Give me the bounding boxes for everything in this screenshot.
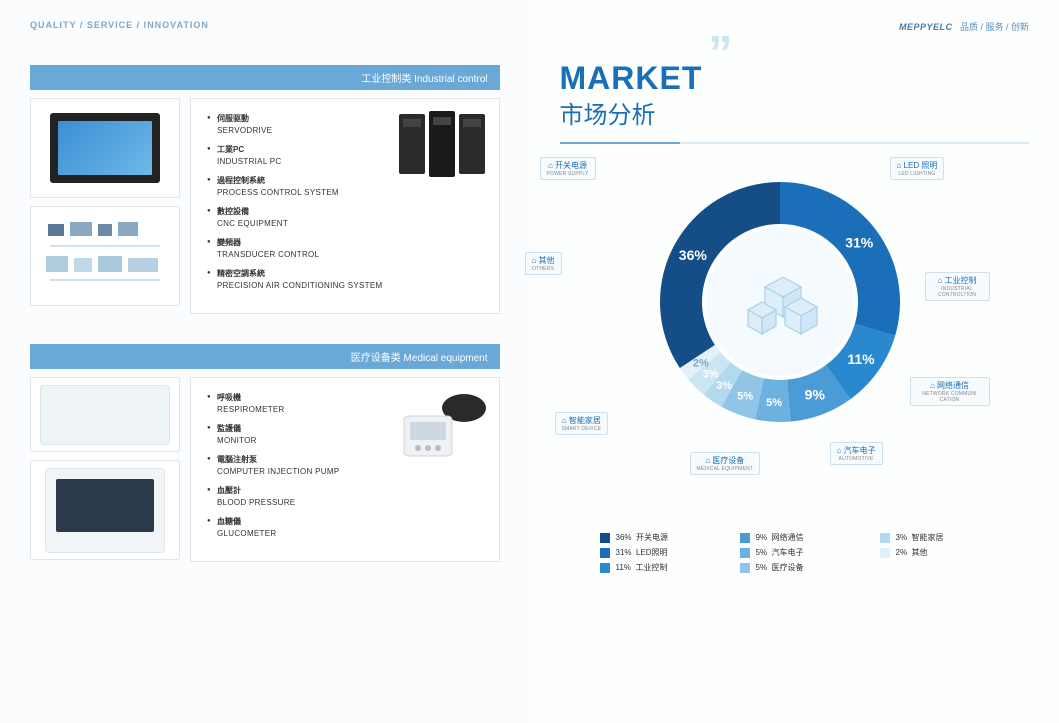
industrial-img-2 <box>30 206 180 306</box>
bullet-item: 電腦注射泵COMPUTER INJECTION PUMP <box>207 454 483 478</box>
segment-label: ⌂ LED 照明LED LIGHTING <box>890 157 945 180</box>
legend-item: 5% 汽车电子 <box>740 547 850 558</box>
segment-label: ⌂ 其他OTHERS <box>525 252 562 275</box>
svg-text:11%: 11% <box>847 351 875 367</box>
bullet-item: 精密空調系統PRECISION AIR CONDITIONING SYSTEM <box>207 268 483 292</box>
bullet-item: 伺服驱動SERVODRIVE <box>207 113 483 137</box>
legend-item: 2% 其他 <box>880 547 990 558</box>
svg-text:3%: 3% <box>716 380 732 392</box>
legend-item: 9% 网络通信 <box>740 532 850 543</box>
bullet-item: 監護儀MONITOR <box>207 423 483 447</box>
brand-text: 品质 / 服务 / 创新 <box>960 22 1029 32</box>
quote-icon: ” <box>708 26 732 81</box>
segment-label: ⌂ 汽车电子AUTOMOTIVE <box>830 442 883 465</box>
section-header-industrial: 工业控制类 Industrial control <box>30 65 500 90</box>
section-body-medical: 呼吸機RESPIROMETER 監護儀MONITOR 電腦注射泵COMPUTER I… <box>30 377 500 562</box>
bullet-item: 過程控制系統PROCESS CONTROL SYSTEM <box>207 175 483 199</box>
legend-item: 3% 智能家居 <box>880 532 990 543</box>
industrial-text-box: 伺服驱動SERVODRIVE 工業PCINDUSTRIAL PC 過程控制系統PRO… <box>190 98 500 314</box>
svg-text:31%: 31% <box>845 235 874 251</box>
svg-text:2%: 2% <box>692 357 708 369</box>
svg-text:3%: 3% <box>702 369 718 381</box>
tagline: QUALITY / SERVICE / INNOVATION <box>30 20 500 30</box>
market-title-cn: 市场分析 <box>560 95 703 130</box>
industrial-img-1 <box>30 98 180 198</box>
medical-img-1 <box>30 377 180 452</box>
section-body-industrial: 伺服驱動SERVODRIVE 工業PCINDUSTRIAL PC 過程控制系統PRO… <box>30 98 500 314</box>
brand-logo: MEPPYELC <box>899 22 953 32</box>
bullet-item: 血壓計BLOOD PRESSURE <box>207 485 483 509</box>
svg-text:5%: 5% <box>766 397 782 409</box>
segment-label: ⌂ 网络通信NETWORK COMMUNI CATION <box>910 377 990 406</box>
industrial-image-col <box>30 98 180 314</box>
left-page: QUALITY / SERVICE / INNOVATION 工业控制类 Ind… <box>0 0 530 723</box>
bullet-item: 數控設備CNC EQUIPMENT <box>207 206 483 230</box>
brand-block: MEPPYELC 品质 / 服务 / 创新 <box>899 20 1029 33</box>
medical-text-box: 呼吸機RESPIROMETER 監護儀MONITOR 電腦注射泵COMPUTER I… <box>190 377 500 562</box>
svg-text:36%: 36% <box>678 247 707 263</box>
legend-item: 5% 医疗设备 <box>740 562 850 573</box>
segment-label: ⌂ 医疗设备MEDICAL EQUIPMENT <box>690 452 761 475</box>
svg-text:9%: 9% <box>804 387 825 403</box>
segment-label: ⌂ 工业控制INDUSTRIAL CONTROLTION <box>925 272 990 301</box>
segment-label: ⌂ 开关电源POWER SUPPLY <box>540 157 596 180</box>
legend-item: 36% 开关电源 <box>600 532 710 543</box>
bullet-item: 變頻器TRANSDUCER CONTROL <box>207 237 483 261</box>
bullet-item: 呼吸機RESPIROMETER <box>207 392 483 416</box>
title-underline <box>560 142 1030 144</box>
legend-item: 31% LED照明 <box>600 547 710 558</box>
donut-chart: 36%31%11%9%5%5%3%3%2% ⌂ 开关电源POWER SUPPLY… <box>560 162 990 522</box>
legend: 36% 开关电源 9% 网络通信 3% 智能家居 31% LED照明 5% 汽车电子 2%… <box>560 532 1030 573</box>
right-page: MEPPYELC 品质 / 服务 / 创新 MARKET 市场分析 ” 36% 3… <box>530 0 1059 723</box>
bullet-item: 血糖儀GLUCOMETER <box>207 516 483 540</box>
legend-item: 11% 工业控制 <box>600 562 710 573</box>
bullet-item: 工業PCINDUSTRIAL PC <box>207 144 483 168</box>
svg-text:5%: 5% <box>737 391 753 403</box>
market-title-en: MARKET <box>560 60 703 97</box>
section-header-medical: 医疗设备类 Medical equipment <box>30 344 500 369</box>
segment-label: ⌂ 智能家居SMART DEVICE <box>555 412 609 435</box>
medical-image-col <box>30 377 180 562</box>
medical-img-2 <box>30 460 180 560</box>
